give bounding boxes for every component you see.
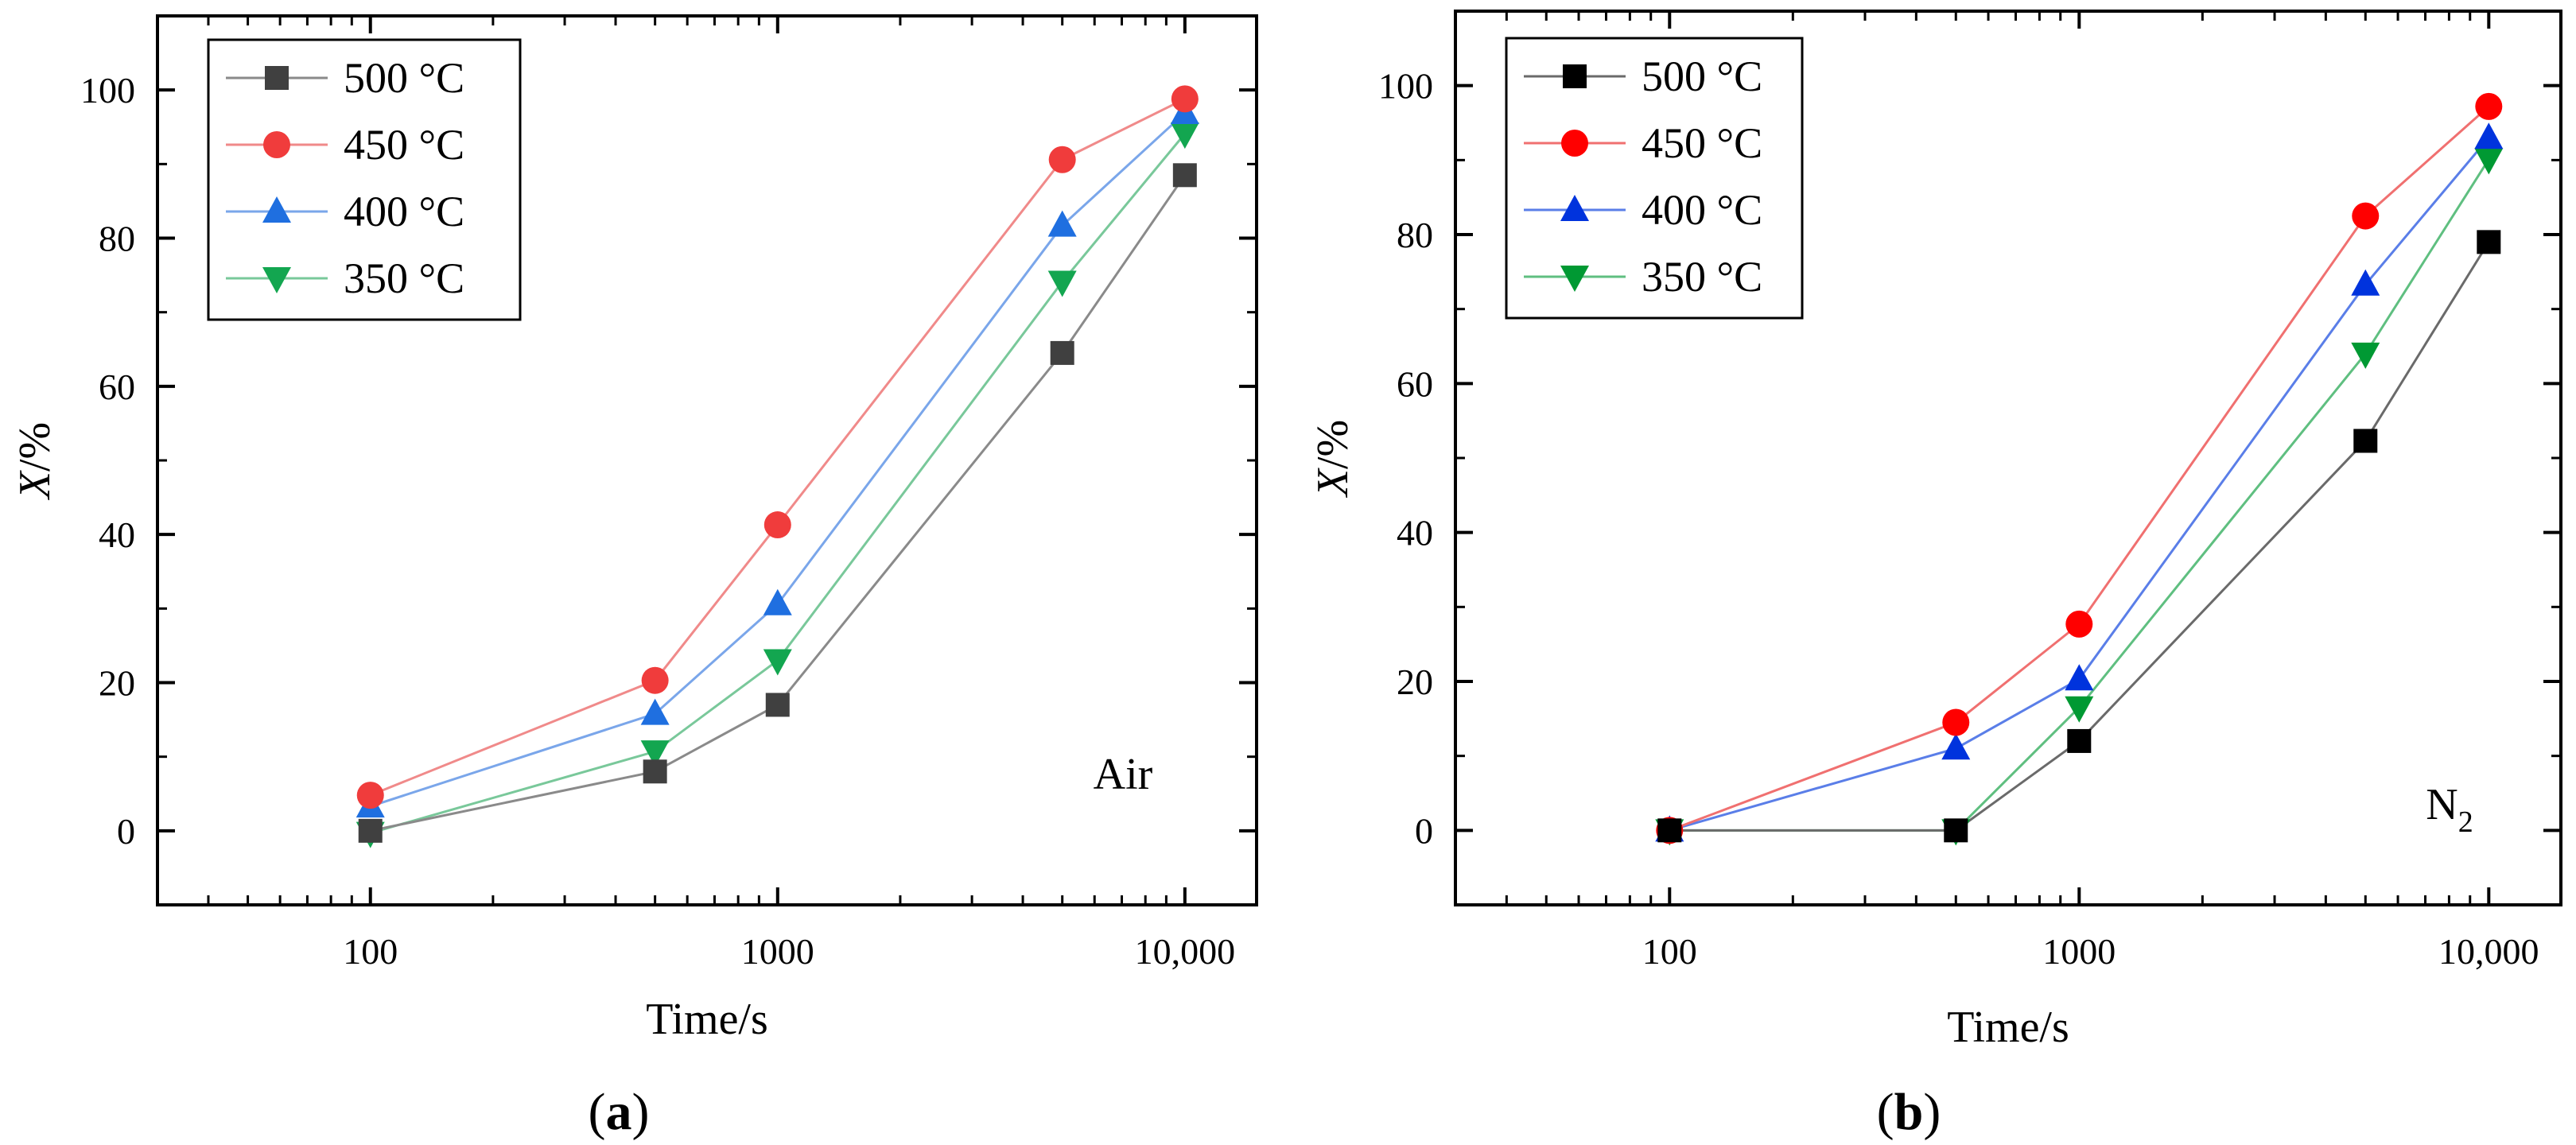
y-tick-label: 60 xyxy=(99,367,135,407)
y-tick-label: 20 xyxy=(1397,662,1433,702)
series-group xyxy=(1655,92,2504,846)
panel-paren-open: ( xyxy=(589,1083,606,1141)
chart-panel-b: 100 1000 10,000 0 20 40 60 80 100 Time/s X/% 500 °C… xyxy=(1308,10,2562,1141)
legend: 500 °C 450 °C 400 °C 350 °C xyxy=(1505,37,1804,320)
y-tick-label: 100 xyxy=(80,70,135,111)
marker-circle xyxy=(2065,610,2093,638)
marker-square xyxy=(1944,818,1968,843)
y-axis-label-unit: /% xyxy=(1308,420,1358,469)
panel-paren-close: ) xyxy=(632,1083,650,1141)
y-axis-label-var: X xyxy=(1308,467,1358,498)
marker-square xyxy=(2353,429,2378,453)
panel-paren-open: ( xyxy=(1877,1083,1894,1141)
x-tick-label: 1000 xyxy=(741,931,814,972)
panel-label: (b) xyxy=(1877,1083,1941,1141)
panel-paren-close: ) xyxy=(1923,1083,1941,1141)
marker-square xyxy=(1172,163,1197,188)
legend-label: 400 °C xyxy=(1642,186,1762,234)
marker-square xyxy=(2477,230,2501,254)
marker-triangle-up xyxy=(763,588,792,615)
panel-label: (a) xyxy=(589,1083,650,1141)
y-axis-label-unit: /% xyxy=(10,422,60,472)
marker-triangle-down xyxy=(1170,122,1199,149)
y-tick-label: 100 xyxy=(1378,66,1433,107)
panel-letter: a xyxy=(606,1083,632,1141)
marker-circle xyxy=(263,131,290,158)
marker-square xyxy=(265,66,289,90)
condition-annotation: N2 xyxy=(2426,780,2473,839)
marker-circle xyxy=(641,666,669,694)
chart-panel-a: 100 1000 10,000 0 20 40 60 80 100 Time/s X/% 500 °C… xyxy=(10,14,1258,1141)
marker-square xyxy=(358,818,383,843)
x-tick-label: 10,000 xyxy=(2438,931,2539,972)
legend-label: 350 °C xyxy=(1642,253,1762,301)
y-tick-label: 80 xyxy=(1397,215,1433,255)
condition-annotation: Air xyxy=(1094,750,1153,799)
marker-triangle-down xyxy=(763,649,792,676)
marker-triangle-down xyxy=(640,740,670,767)
legend-box xyxy=(1505,37,1804,320)
marker-square xyxy=(1050,340,1074,365)
marker-triangle-up xyxy=(640,698,670,725)
x-tick-label: 1000 xyxy=(2042,931,2116,972)
marker-circle xyxy=(2475,92,2503,120)
legend-label: 500 °C xyxy=(344,54,464,102)
legend-box xyxy=(207,38,522,321)
marker-triangle-up xyxy=(262,196,291,223)
marker-square xyxy=(2067,728,2092,753)
marker-triangle-up xyxy=(2351,269,2380,296)
marker-circle xyxy=(763,511,791,539)
marker-triangle-up xyxy=(2474,122,2504,149)
legend: 500 °C 450 °C 400 °C 350 °C xyxy=(207,38,522,321)
marker-triangle-up xyxy=(1560,195,1589,221)
marker-square xyxy=(643,759,667,784)
marker-triangle-up xyxy=(1047,210,1077,237)
y-tick-label: 60 xyxy=(1397,363,1433,404)
y-tick-label: 80 xyxy=(99,219,135,259)
x-tick-label: 10,000 xyxy=(1135,931,1236,972)
marker-triangle-down xyxy=(1560,266,1589,292)
marker-circle xyxy=(1048,146,1076,173)
legend-label: 350 °C xyxy=(344,254,464,302)
y-axis-label-var: X xyxy=(10,469,60,500)
annotation-main: N xyxy=(2426,780,2457,829)
series-group xyxy=(356,85,1199,848)
marker-circle xyxy=(2352,202,2380,230)
panel-letter: b xyxy=(1894,1083,1924,1141)
annotation-subscript: 2 xyxy=(2458,805,2473,839)
legend-label: 400 °C xyxy=(344,188,464,235)
y-tick-label: 40 xyxy=(1397,513,1433,553)
marker-square xyxy=(1657,818,1682,843)
marker-triangle-up xyxy=(2065,664,2094,691)
marker-triangle-down xyxy=(1047,270,1077,297)
y-tick-label: 20 xyxy=(99,663,135,704)
y-axis-label: X/% xyxy=(1308,420,1358,498)
y-axis-label: X/% xyxy=(10,422,60,500)
x-tick-label: 100 xyxy=(343,931,398,972)
marker-circle xyxy=(1942,708,1970,736)
x-axis-label: Time/s xyxy=(1947,1003,2069,1052)
legend-label: 450 °C xyxy=(344,121,464,169)
marker-triangle-down xyxy=(262,267,291,293)
marker-triangle-down xyxy=(2065,696,2094,723)
marker-triangle-down xyxy=(2351,342,2380,369)
marker-circle xyxy=(1561,130,1588,157)
marker-circle xyxy=(356,782,384,809)
y-tick-label: 40 xyxy=(99,514,135,555)
x-axis-label: Time/s xyxy=(646,995,768,1044)
marker-triangle-up xyxy=(1941,733,1971,760)
marker-triangle-down xyxy=(2474,148,2504,175)
x-tick-label: 100 xyxy=(1642,931,1697,972)
marker-square xyxy=(1563,64,1587,88)
y-tick-label: 0 xyxy=(1415,810,1433,851)
y-tick-label: 0 xyxy=(117,811,135,852)
marker-circle xyxy=(1171,85,1199,113)
marker-square xyxy=(765,693,790,717)
legend-label: 450 °C xyxy=(1642,119,1762,167)
legend-label: 500 °C xyxy=(1642,52,1762,100)
annotation-main: Air xyxy=(1094,750,1153,799)
